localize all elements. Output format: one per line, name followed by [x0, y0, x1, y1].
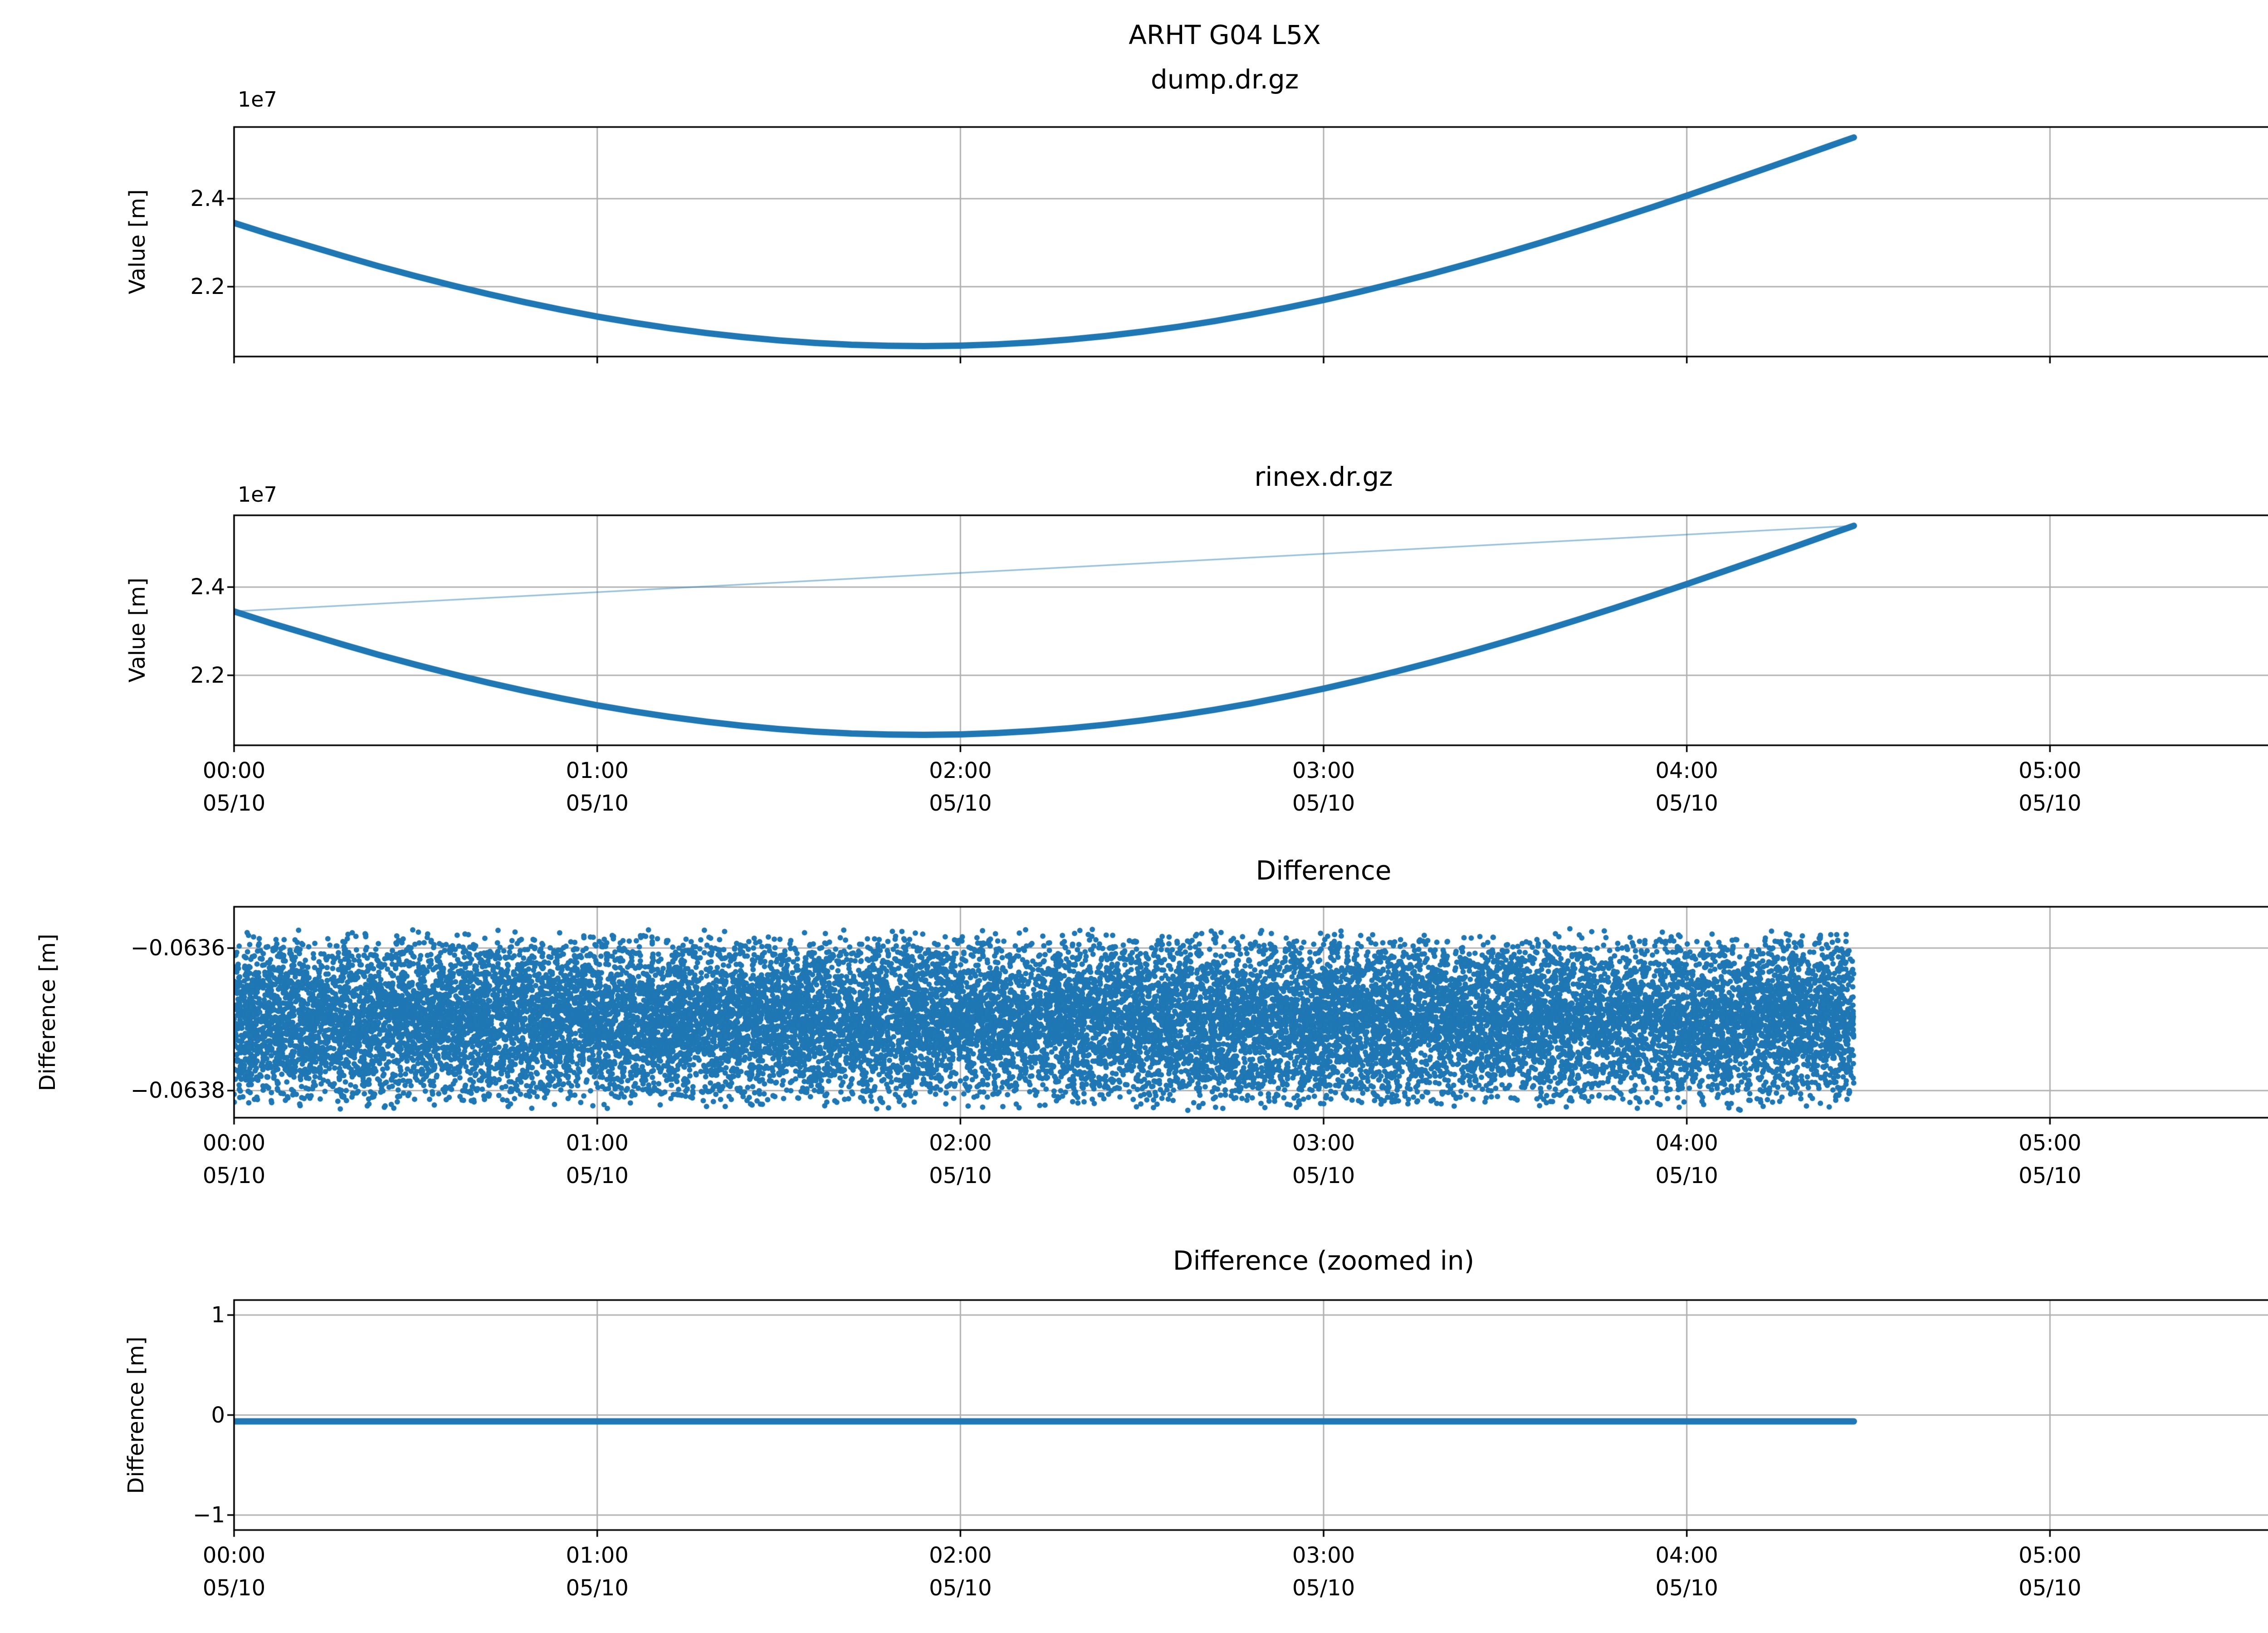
x-tick-label: 04:00 05/10 — [1655, 758, 1718, 816]
x-tick-label: 01:00 05/10 — [566, 1543, 629, 1601]
y-tick-label: −1 — [193, 1502, 225, 1528]
y-tick-label: 2.2 — [190, 274, 225, 300]
y-tick-label: 2.4 — [190, 574, 225, 600]
x-tick-label: 04:00 05/10 — [1655, 1543, 1718, 1601]
x-tick-label: 03:00 05/10 — [1292, 758, 1355, 816]
plot-title-dump: dump.dr.gz — [1150, 64, 1299, 95]
y-tick-label: 2.2 — [190, 662, 225, 688]
y-tick-label: 0 — [211, 1402, 225, 1428]
y-tick-label: 2.4 — [190, 186, 225, 211]
x-tick-label: 02:00 05/10 — [929, 1130, 992, 1188]
y-tick-label: −0.0638 — [130, 1078, 225, 1104]
x-tick-label: 03:00 05/10 — [1292, 1543, 1355, 1601]
x-tick-label: 00:00 05/10 — [202, 758, 266, 816]
x-tick-label: 03:00 05/10 — [1292, 1130, 1355, 1188]
x-tick-label: 01:00 05/10 — [566, 1130, 629, 1188]
x-tick-label: 04:00 05/10 — [1655, 1130, 1718, 1188]
x-tick-label: 02:00 05/10 — [929, 1543, 992, 1601]
y-tick-label: −0.0636 — [130, 935, 225, 961]
plot-title-rinex: rinex.dr.gz — [1254, 461, 1393, 492]
x-tick-label: 01:00 05/10 — [566, 758, 629, 816]
x-tick-label: 05:00 05/10 — [2019, 758, 2082, 816]
plot-title-difference-zoom: Difference (zoomed in) — [1173, 1245, 1475, 1276]
plot-title-difference: Difference — [1256, 855, 1392, 886]
y-offset-text-dump: 1e7 — [238, 87, 277, 112]
x-tick-label: 05:00 05/10 — [2019, 1130, 2082, 1188]
figure-title: ARHT G04 L5X — [1129, 20, 1321, 50]
x-tick-label: 05:00 05/10 — [2019, 1543, 2082, 1601]
y-offset-text-rinex: 1e7 — [238, 482, 277, 507]
x-tick-label: 00:00 05/10 — [202, 1130, 266, 1188]
x-tick-label: 00:00 05/10 — [202, 1543, 266, 1601]
y-tick-label: 1 — [211, 1302, 225, 1328]
x-tick-label: 02:00 05/10 — [929, 758, 992, 816]
